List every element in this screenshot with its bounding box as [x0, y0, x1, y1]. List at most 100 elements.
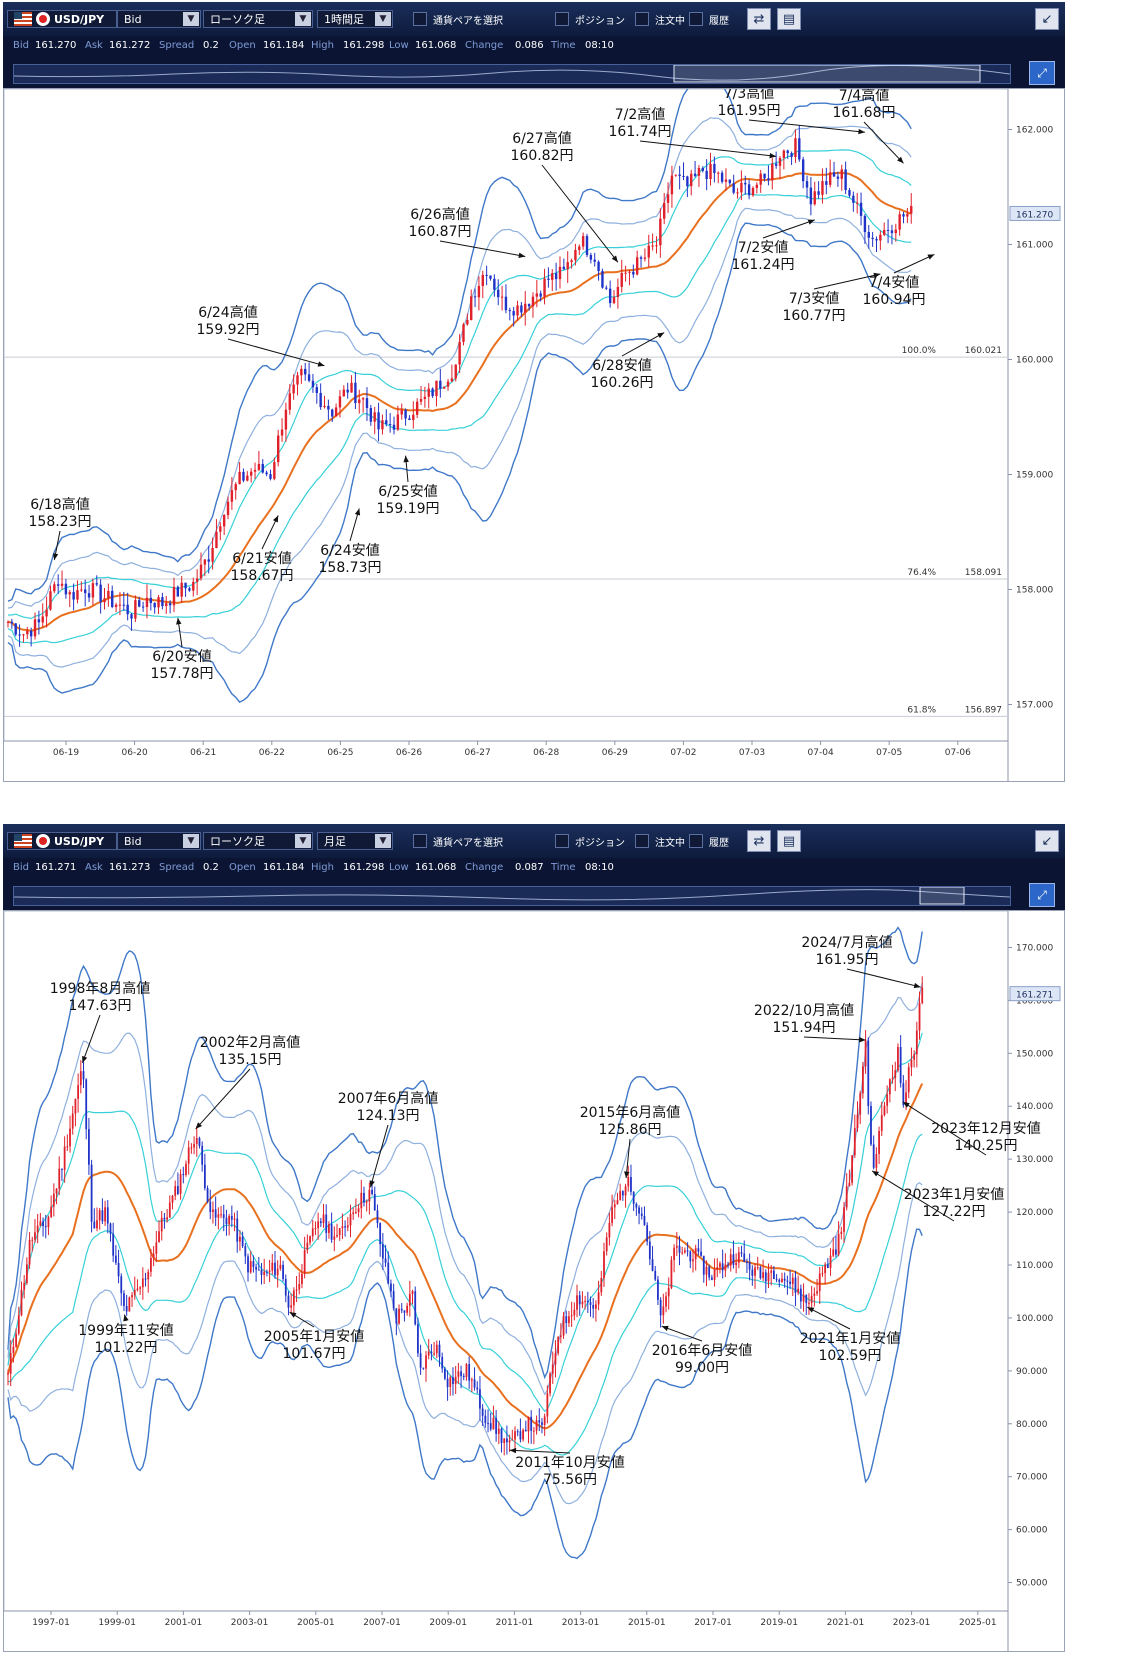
candle-body: [131, 1295, 133, 1298]
candle-body: [141, 1278, 144, 1288]
price-type-select[interactable]: Bid ▼: [117, 10, 201, 28]
orders-checkbox[interactable]: [635, 12, 649, 26]
candle-body: [192, 581, 195, 591]
monthly-plot-area[interactable]: 50.000 60.000 70.000 80.000 90.000 100.000 110…: [3, 910, 1065, 1652]
candle-body: [816, 1291, 818, 1294]
candle-body: [808, 1302, 810, 1304]
candle-body: [740, 1252, 743, 1254]
candle-body: [786, 1280, 789, 1282]
annotation-price: 158.23円: [29, 514, 92, 530]
candle-body: [573, 1309, 576, 1316]
candle-body: [249, 471, 253, 476]
candle-body: [728, 179, 732, 184]
candle-body: [848, 1182, 851, 1187]
position-toggle[interactable]: ポジション: [555, 832, 625, 850]
chart-type-select[interactable]: ローソク足 ▼: [203, 10, 313, 28]
candle-body: [323, 405, 326, 408]
navigator-window[interactable]: [673, 64, 981, 83]
chart-settings-icon[interactable]: ⇄: [747, 8, 771, 30]
low-label: Low: [389, 862, 409, 873]
candle-body: [261, 463, 264, 473]
price-type-select[interactable]: Bid ▼: [117, 832, 201, 850]
candle-body: [422, 1367, 425, 1369]
candle-body: [724, 1264, 727, 1271]
timeframe-select[interactable]: 月足 ▼: [317, 832, 393, 850]
candle-body: [697, 167, 701, 176]
select-pair-toggle[interactable]: 通貨ペアを選択: [413, 832, 503, 850]
annotation-arrowhead: [661, 1325, 669, 1331]
candle-body: [674, 174, 677, 176]
candle-body: [427, 1351, 430, 1356]
candle-body: [790, 153, 793, 157]
expand-icon[interactable]: ⤢: [1029, 883, 1055, 907]
chevron-down-icon[interactable]: ▼: [183, 12, 199, 26]
annotation-arrow: [762, 219, 815, 239]
annotation-arrow: [195, 1068, 251, 1130]
select-pair-checkbox[interactable]: [413, 12, 427, 26]
candle-body: [605, 1237, 608, 1252]
position-checkbox[interactable]: [555, 834, 569, 848]
candle-body: [717, 172, 720, 174]
annotation-arrowhead: [52, 553, 59, 561]
history-checkbox[interactable]: [689, 834, 703, 848]
expand-icon[interactable]: ⤢: [1029, 61, 1055, 85]
navigator-track[interactable]: [13, 886, 1011, 906]
currency-pair-label: USD/JPY: [54, 834, 105, 848]
chart-settings-icon[interactable]: ⇄: [747, 830, 771, 852]
candle-body: [376, 1210, 379, 1223]
chevron-down-icon[interactable]: ▼: [375, 834, 391, 848]
candle-body: [643, 1215, 646, 1226]
chevron-down-icon[interactable]: ▼: [375, 12, 391, 26]
candle-body: [748, 1262, 751, 1270]
annotation-date: 2005年1月安値: [264, 1329, 365, 1345]
candle-body: [325, 1214, 328, 1233]
select-pair-checkbox[interactable]: [413, 834, 427, 848]
chevron-down-icon[interactable]: ▼: [295, 834, 311, 848]
currency-pair-selector[interactable]: USD/JPY: [7, 832, 117, 850]
candle-body: [894, 1070, 897, 1079]
candle-body: [276, 1268, 279, 1276]
candle-body: [209, 1201, 212, 1213]
candle-body: [180, 582, 183, 597]
candle-body: [41, 616, 44, 623]
annotation-price: 147.63円: [69, 998, 132, 1014]
orders-toggle[interactable]: 注文中: [635, 10, 685, 28]
candle-body: [298, 1283, 301, 1290]
position-checkbox[interactable]: [555, 12, 569, 26]
x-tick-label: 06-29: [602, 748, 628, 758]
candle-body: [171, 1195, 174, 1203]
select-pair-toggle[interactable]: 通貨ペアを選択: [413, 10, 503, 28]
candle-body: [18, 634, 21, 636]
history-checkbox[interactable]: [689, 12, 703, 26]
orders-toggle[interactable]: 注文中: [635, 832, 685, 850]
timeframe-select[interactable]: 1時間足 ▼: [317, 10, 393, 28]
chevron-down-icon[interactable]: ▼: [295, 12, 311, 26]
chart-type-select[interactable]: ローソク足 ▼: [203, 832, 313, 850]
chart-layout-icon[interactable]: ▤: [777, 8, 801, 30]
candle-body: [763, 173, 766, 179]
hourly-plot-area[interactable]: 157.000 158.000 159.000 160.000 161.000 162.0…: [3, 72, 1065, 782]
chart-layout-icon[interactable]: ▤: [777, 830, 801, 852]
candle-body: [840, 1231, 843, 1234]
candle-body: [246, 475, 249, 481]
close-window-icon[interactable]: ↙: [1035, 830, 1059, 852]
timeframe-value: 月足: [324, 835, 346, 848]
history-toggle[interactable]: 履歴: [689, 10, 729, 28]
candle-body: [767, 1272, 770, 1282]
candle-body: [274, 1262, 276, 1276]
history-toggle[interactable]: 履歴: [689, 832, 729, 850]
orders-checkbox[interactable]: [635, 834, 649, 848]
position-toggle[interactable]: ポジション: [555, 10, 625, 28]
candle-body: [732, 183, 735, 193]
bollinger-lower-3sigma: [7, 222, 912, 703]
navigator-window[interactable]: [919, 886, 965, 905]
candle-body: [524, 303, 527, 313]
candle-body: [586, 1300, 589, 1303]
currency-pair-selector[interactable]: USD/JPY: [7, 10, 117, 28]
close-window-icon[interactable]: ↙: [1035, 8, 1059, 30]
navigator-track[interactable]: [13, 64, 1011, 84]
japan-flag-icon: [36, 12, 50, 26]
candle-body: [319, 1221, 322, 1224]
chevron-down-icon[interactable]: ▼: [183, 834, 199, 848]
annotation-arrowhead: [82, 1055, 88, 1063]
